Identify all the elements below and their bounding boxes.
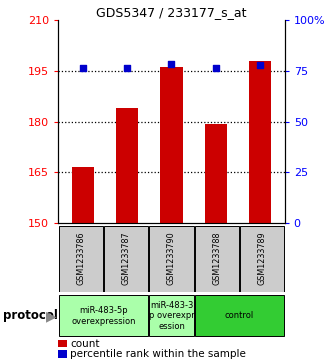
Point — [258, 62, 263, 68]
Point — [213, 65, 218, 71]
Bar — [104, 226, 149, 291]
Point — [169, 61, 174, 66]
Point — [80, 65, 85, 71]
Text: miR-483-3
p overexpr
ession: miR-483-3 p overexpr ession — [149, 301, 194, 331]
Text: GSM1233790: GSM1233790 — [167, 232, 176, 285]
Text: GSM1233786: GSM1233786 — [76, 232, 86, 285]
Bar — [59, 295, 149, 336]
Text: protocol: protocol — [3, 309, 58, 322]
Bar — [205, 124, 227, 223]
Text: GSM1233787: GSM1233787 — [122, 232, 131, 285]
Text: GSM1233788: GSM1233788 — [212, 232, 221, 285]
Bar — [194, 226, 239, 291]
Bar — [72, 167, 94, 223]
Bar — [59, 226, 103, 291]
Bar — [249, 61, 271, 223]
Bar — [240, 226, 284, 291]
Text: GSM1233789: GSM1233789 — [257, 232, 267, 285]
Bar — [194, 295, 284, 336]
Bar — [149, 295, 194, 336]
Bar — [161, 67, 182, 223]
Text: control: control — [225, 311, 254, 320]
Title: GDS5347 / 233177_s_at: GDS5347 / 233177_s_at — [96, 6, 247, 19]
Text: miR-483-5p
overexpression: miR-483-5p overexpression — [71, 306, 136, 326]
Text: percentile rank within the sample: percentile rank within the sample — [70, 349, 246, 359]
Point — [125, 65, 130, 71]
Bar — [149, 226, 194, 291]
Text: count: count — [70, 339, 100, 349]
Text: ▶: ▶ — [46, 309, 57, 323]
Bar — [116, 108, 138, 223]
